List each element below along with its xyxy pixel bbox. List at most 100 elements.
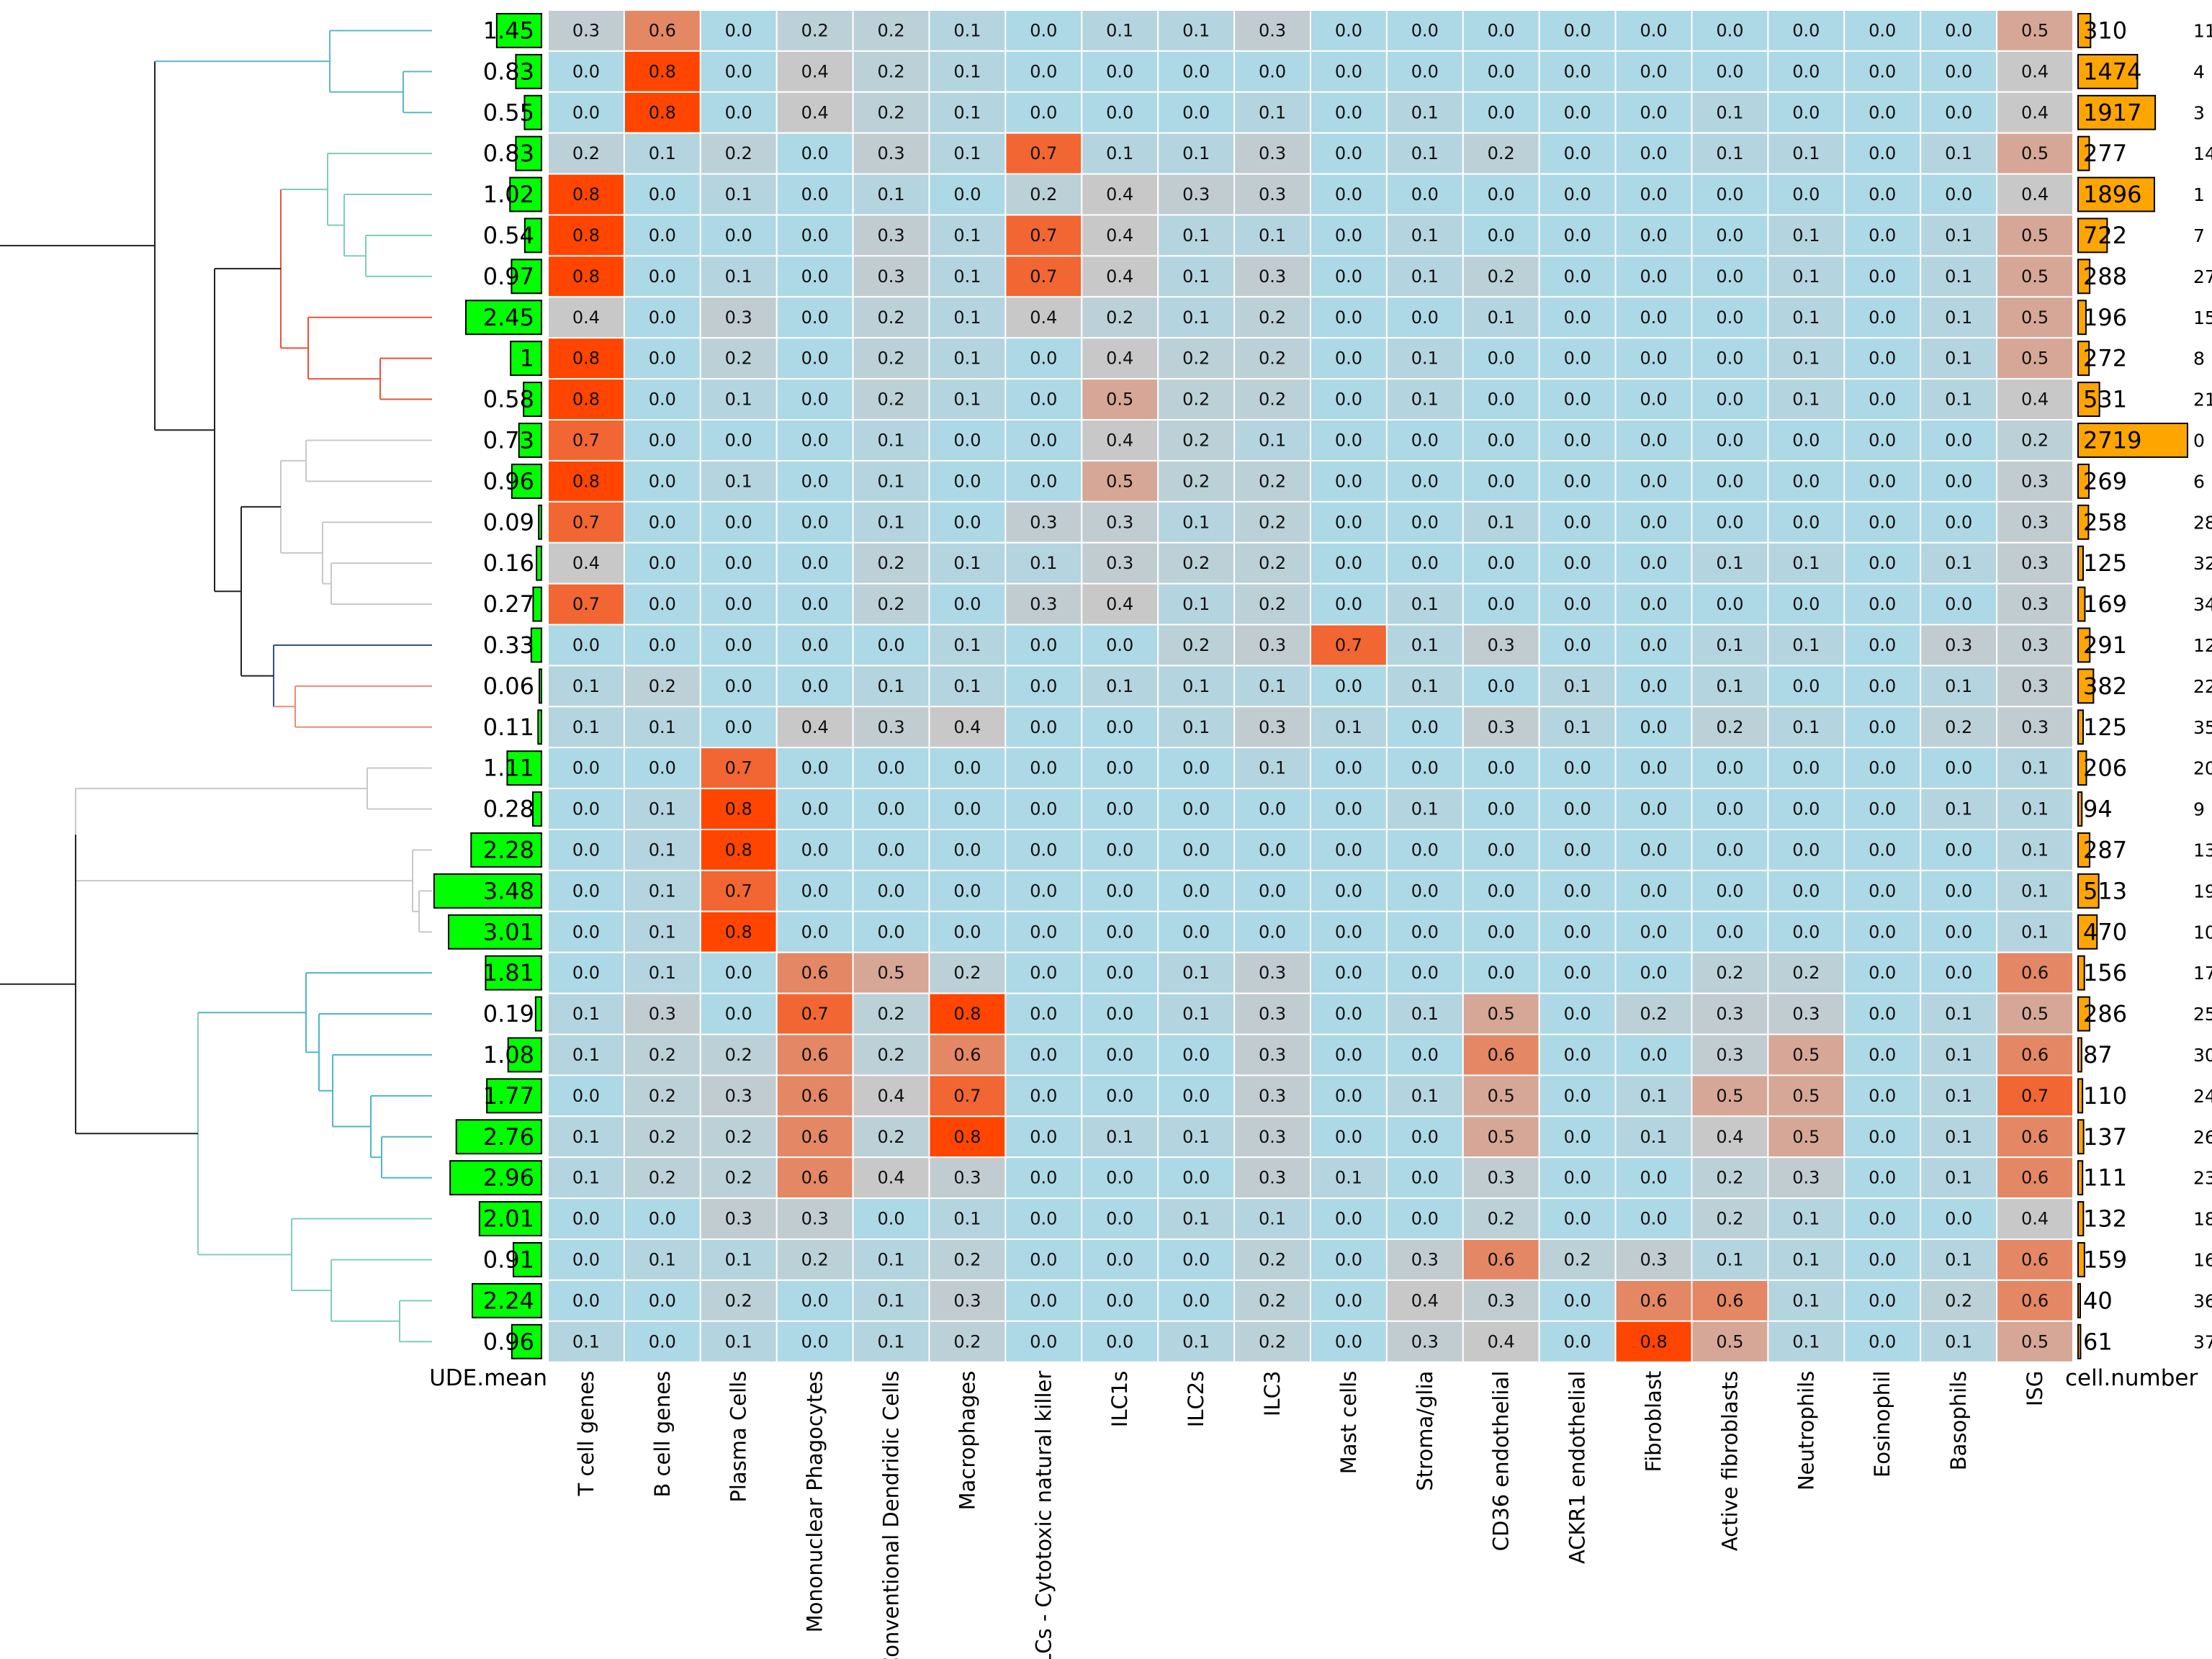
cell-value-label: 0.5 <box>2021 143 2049 163</box>
cell-value-label: 0.0 <box>1869 840 1896 860</box>
heatmap-cell <box>1233 500 1311 544</box>
cell-value-label: 0.6 <box>801 963 829 983</box>
heatmap-cell <box>1843 869 1922 912</box>
cell-value-label: 0.1 <box>1411 635 1439 655</box>
heatmap-cell <box>1157 419 1236 462</box>
cell-value-label: 0.0 <box>1640 758 1667 778</box>
cell-value-label: 0.0 <box>801 922 829 942</box>
cluster-id-label: 30 <box>2193 1045 2212 1066</box>
cell-value-label: 0.1 <box>572 1045 600 1065</box>
cell-value-label: 0.0 <box>1182 1290 1210 1310</box>
cell-value-label: 0.0 <box>1411 963 1439 983</box>
ude-mean-bar <box>537 709 542 745</box>
cell-value-label: 0.0 <box>1716 881 1743 901</box>
cell-value-label: 0.1 <box>649 963 676 983</box>
cell-value-label: 0.1 <box>1411 1004 1439 1024</box>
heatmap-cell <box>1843 1279 1922 1322</box>
cell-value-label: 0.0 <box>1335 390 1362 410</box>
heatmap-cell <box>928 296 1007 339</box>
cell-value-label: 0.1 <box>1106 1127 1133 1147</box>
cell-value-label: 0.3 <box>725 307 752 328</box>
cell-value-label: 0.0 <box>1106 1045 1133 1065</box>
cell-value-label: 0.1 <box>1182 225 1210 246</box>
heatmap-cell <box>1691 706 1769 749</box>
cell-value-label: 0.0 <box>1106 799 1133 819</box>
heatmap-cell <box>1843 910 1922 953</box>
cell-value-label: 0.0 <box>1182 1168 1210 1188</box>
heatmap-cell <box>775 951 854 994</box>
cell-value-label: 0.0 <box>1488 799 1515 819</box>
cell-number-bar <box>2077 94 2157 130</box>
cell-value-label: 0.1 <box>1564 676 1591 696</box>
cell-value-label: 0.0 <box>1030 20 1057 40</box>
cell-value-label: 0.5 <box>2021 349 2049 369</box>
cell-value-label: 0.0 <box>1640 102 1667 122</box>
heatmap-cell <box>1614 665 1693 708</box>
column-label: ILC2s <box>1184 1371 1208 1428</box>
cell-value-label: 0.2 <box>1259 1249 1286 1269</box>
heatmap-cell <box>1843 1074 1922 1118</box>
cell-value-label: 0.8 <box>572 225 600 246</box>
heatmap-cell <box>699 296 778 339</box>
heatmap-cell <box>1233 255 1311 298</box>
cell-value-label: 0.4 <box>877 1086 904 1106</box>
cluster-id-label: 3 <box>2193 102 2205 123</box>
cell-value-label: 0.1 <box>2021 881 2049 901</box>
heatmap-cell <box>1996 50 2074 93</box>
cell-value-label: 0.0 <box>1106 61 1133 81</box>
heatmap-cell <box>1767 1197 1845 1240</box>
cell-value-label: 0.0 <box>1106 1331 1133 1352</box>
cell-value-label: 0.1 <box>1792 553 1820 573</box>
heatmap-cell <box>1004 992 1083 1035</box>
heatmap-cell <box>852 788 930 830</box>
cell-value-label: 0.0 <box>801 840 829 860</box>
heatmap-cell <box>928 910 1007 953</box>
heatmap-cell <box>1310 296 1388 339</box>
heatmap-cell <box>1233 1033 1311 1076</box>
heatmap-cell <box>1157 173 1236 216</box>
heatmap-cell <box>1081 1238 1159 1281</box>
cell-value-label: 0.1 <box>1564 717 1591 737</box>
cell-value-label: 0.2 <box>953 1331 981 1352</box>
cell-value-label: 0.0 <box>1564 1209 1591 1229</box>
heatmap-cell <box>1233 173 1311 216</box>
heatmap-cell <box>1691 91 1769 134</box>
ude-mean-value: 2.28 <box>483 836 534 863</box>
cell-number-value: 156 <box>2083 959 2127 986</box>
heatmap-cell <box>623 1279 701 1322</box>
heatmap-cell <box>775 50 854 93</box>
heatmap-cell <box>1310 541 1388 585</box>
cell-value-label: 0.0 <box>1716 594 1743 614</box>
ude-mean-value: 1.02 <box>483 181 534 208</box>
cell-value-label: 0.2 <box>725 1168 752 1188</box>
cell-value-label: 0.1 <box>1792 307 1820 328</box>
heatmap-cell <box>1614 255 1693 298</box>
cell-value-label: 0.2 <box>1488 1209 1515 1229</box>
heatmap-cell <box>1996 788 2074 830</box>
cell-value-label: 0.4 <box>1411 1290 1439 1310</box>
cell-value-label: 0.1 <box>1792 1249 1820 1269</box>
cluster-id-label: 16 <box>2193 1249 2212 1270</box>
heatmap-cell <box>1157 459 1236 503</box>
cell-value-label: 0.0 <box>877 922 904 942</box>
heatmap-cell <box>547 1033 625 1076</box>
cell-value-label: 0.1 <box>1945 1168 1972 1188</box>
cell-number-bar <box>2077 53 2139 89</box>
cell-value-label: 0.0 <box>1030 635 1057 655</box>
heatmap-cell <box>1920 500 1998 544</box>
cell-value-label: 0.7 <box>953 1086 981 1106</box>
heatmap-cell <box>1004 665 1083 708</box>
heatmap-cell <box>623 951 701 994</box>
cell-number-bar <box>2077 382 2100 417</box>
cell-number-value: 206 <box>2083 755 2127 782</box>
cell-value-label: 0.3 <box>801 1209 829 1229</box>
heatmap-cell <box>1996 1033 2074 1076</box>
heatmap-cell <box>775 1115 854 1159</box>
cell-value-label: 0.0 <box>649 1290 676 1310</box>
cell-value-label: 0.1 <box>1716 676 1743 696</box>
cell-value-label: 0.1 <box>1259 1209 1286 1229</box>
cell-value-label: 0.5 <box>1716 1086 1743 1106</box>
cell-value-label: 0.1 <box>953 266 981 287</box>
cell-value-label: 0.0 <box>1488 758 1515 778</box>
heatmap-cell <box>1081 378 1159 421</box>
